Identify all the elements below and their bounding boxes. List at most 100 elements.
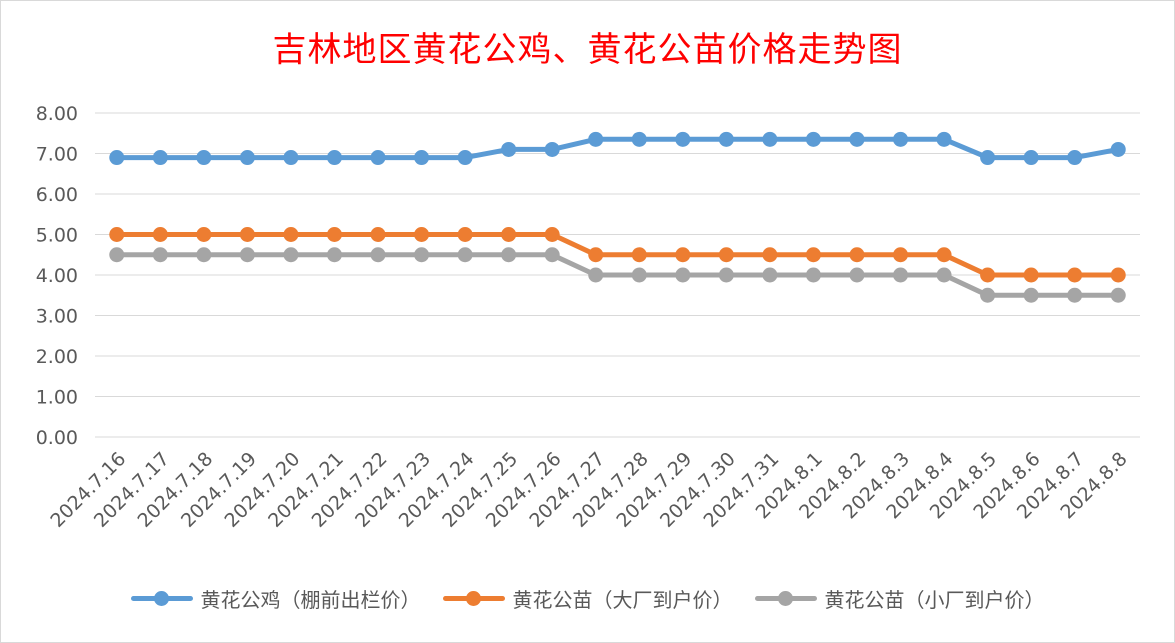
x-axis-tick-labels: 2024.7.162024.7.172024.7.182024.7.192024… [46,448,1131,532]
data-point-2-14 [718,267,734,283]
data-point-1-2 [196,227,212,242]
data-point-1-1 [152,227,168,242]
data-point-0-21 [1023,150,1039,166]
y-axis-tick-labels: 0.00 1.00 2.00 3.00 4.00 5.00 6.00 7.00 8.00 [36,103,78,449]
y-tick-label-2: 2.00 [36,346,78,368]
y-tick-label-5: 5.00 [36,225,78,247]
data-point-1-8 [457,227,473,242]
data-point-1-6 [370,227,386,242]
data-point-1-11 [588,247,604,263]
series-lines [109,131,1126,303]
data-point-1-23 [1110,267,1126,283]
data-point-1-17 [849,247,865,263]
y-tick-label-0: 0.00 [36,427,78,449]
data-point-1-0 [109,227,125,242]
data-point-1-5 [326,227,342,242]
data-point-2-11 [588,267,604,283]
data-point-0-11 [588,131,604,147]
data-point-0-15 [762,131,778,147]
data-point-0-3 [239,150,255,166]
chart-title: 吉林地区黄花公鸡、黄花公苗价格走势图 [272,30,903,70]
data-point-0-20 [980,150,996,166]
data-point-2-6 [370,247,386,263]
data-point-1-22 [1067,267,1083,283]
legend-swatch-2 [754,590,817,606]
data-point-2-13 [675,267,691,283]
legend-swatch-1 [442,590,505,606]
series-1 [109,227,1126,283]
data-point-0-6 [370,150,386,166]
data-point-2-20 [980,287,996,303]
data-point-0-2 [196,150,212,166]
data-point-2-18 [893,267,909,283]
data-point-0-23 [1110,141,1126,157]
data-point-2-12 [631,267,647,283]
data-point-0-5 [326,150,342,166]
data-point-1-18 [893,247,909,263]
data-point-0-8 [457,150,473,166]
y-tick-label-6: 6.00 [36,184,78,206]
data-point-2-3 [239,247,255,263]
data-point-2-0 [109,247,125,263]
data-point-1-14 [718,247,734,263]
legend-label-1: 黄花公苗（大厂到户价） [512,587,733,612]
data-point-1-13 [675,247,691,263]
data-point-2-4 [283,247,299,263]
data-point-1-12 [631,247,647,263]
legend-item-2: 黄花公苗（小厂到户价） [754,584,1045,613]
series-line-0 [114,136,1121,161]
data-point-0-7 [414,150,430,166]
data-point-1-21 [1023,267,1039,283]
data-point-0-22 [1067,150,1083,166]
series-0 [109,131,1126,166]
data-point-2-19 [936,267,952,283]
legend-item-0: 黄花公鸡（棚前出栏价） [130,584,421,613]
data-point-0-0 [109,150,125,166]
data-point-0-13 [675,131,691,147]
data-point-0-14 [718,131,734,147]
data-point-1-15 [762,247,778,263]
data-point-2-1 [152,247,168,263]
data-point-0-16 [805,131,821,147]
legend-label-0: 黄花公鸡（棚前出栏价） [200,587,421,612]
data-point-1-20 [980,267,996,283]
data-point-1-9 [501,227,517,242]
data-point-2-8 [457,247,473,263]
data-point-0-18 [893,131,909,147]
y-tick-label-4: 4.00 [36,265,78,287]
data-point-2-10 [544,247,560,263]
data-point-2-23 [1110,287,1126,303]
legend-label-2: 黄花公苗（小厂到户价） [824,587,1045,612]
data-point-2-2 [196,247,212,263]
data-point-0-12 [631,131,647,147]
data-point-1-4 [283,227,299,242]
data-point-0-4 [283,150,299,166]
y-tick-label-7: 7.00 [36,144,78,166]
y-tick-label-1: 1.00 [36,387,78,409]
legend-item-1: 黄花公苗（大厂到户价） [442,584,733,613]
data-point-2-9 [501,247,517,263]
data-point-1-7 [414,227,430,242]
data-point-1-19 [936,247,952,263]
data-point-1-16 [805,247,821,263]
series-2 [109,247,1126,303]
data-point-1-10 [544,227,560,242]
data-point-2-7 [414,247,430,263]
legend-swatch-0 [130,590,193,606]
data-point-2-15 [762,267,778,283]
data-point-2-21 [1023,287,1039,303]
y-tick-label-3: 3.00 [36,306,78,328]
data-point-2-5 [326,247,342,263]
data-point-0-9 [501,141,517,157]
data-point-0-19 [936,131,952,147]
data-point-0-1 [152,150,168,166]
data-point-2-22 [1067,287,1083,303]
y-tick-label-8: 8.00 [36,103,78,125]
data-point-0-10 [544,141,560,157]
legend: 黄花公鸡（棚前出栏价） 黄花公苗（大厂到户价） 黄花公苗（小厂到户价） [0,582,1175,614]
data-point-0-17 [849,131,865,147]
data-point-1-3 [239,227,255,242]
data-point-2-16 [805,267,821,283]
